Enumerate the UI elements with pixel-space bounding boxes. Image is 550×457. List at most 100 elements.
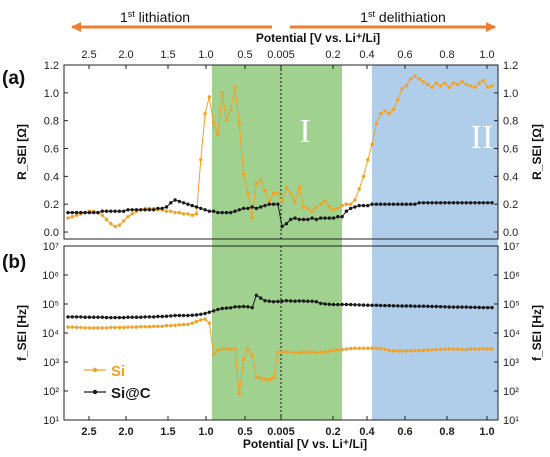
panel-b-si-point [490, 347, 494, 351]
panel-a-sic-point [280, 224, 284, 229]
panel-b-sic-point [297, 299, 301, 303]
panel-b-sic-point [199, 312, 203, 316]
panel-a-sic-line [68, 199, 492, 228]
panel-a-si-point [430, 85, 434, 90]
delithiation-label: 1st delithiation [360, 9, 446, 25]
panel-a-si-point [460, 80, 464, 84]
panel-a-sic-point [284, 222, 289, 226]
panel-b-sic-point [237, 305, 241, 309]
panel-b-sic-point [430, 304, 434, 309]
panel-a-si-point [413, 74, 417, 78]
panel-b-sic-point [340, 302, 344, 307]
panel-a-sic-point [100, 209, 105, 213]
panel-a-sic-point [173, 198, 177, 202]
panel-a-si-point [378, 112, 383, 116]
panel-a-si-point [280, 199, 284, 204]
panel-a-si-point [100, 213, 105, 217]
panel-a-sic-point [451, 201, 456, 205]
panel-b-sic-point [254, 293, 259, 297]
panel-b-sic-point [109, 315, 113, 320]
panel-b-sic-point [400, 304, 404, 308]
panel-b-si-point [486, 347, 490, 351]
a-ytick-label-right: 1.0 [503, 88, 518, 100]
panel-b-sic-point [306, 299, 310, 303]
panel-b-si-point [323, 350, 327, 354]
panel-b-si-point [438, 347, 443, 352]
bottom-tick-label: 1.5 [160, 426, 175, 438]
panel-a-sic-point [241, 206, 246, 211]
panel-a-si-point [199, 158, 203, 162]
panel-b-si-point [443, 347, 447, 351]
panel-a-sic-point [216, 210, 220, 215]
panel-a-si-point [314, 205, 319, 209]
panel-b-sic-point [267, 299, 271, 303]
panel-b-si-point [370, 346, 374, 350]
panel-a-si-point [74, 213, 79, 217]
panel-a-si-point [417, 77, 421, 81]
header: 1st lithiation 1st delithiation [71, 9, 496, 32]
panel-a-si-point [113, 224, 117, 229]
panel-b-si-point [104, 326, 109, 330]
panel-a-sic-point [229, 210, 233, 215]
panel-a-ylabel-right: R_SEI [Ω] [530, 124, 544, 180]
panel-a-sic-point [233, 209, 237, 213]
panel-b-si-point [92, 326, 96, 330]
panel-b-si-point [271, 375, 276, 380]
panel-b-sic-point [152, 315, 156, 319]
panel-b-si-point [456, 347, 460, 351]
region-i-label: I [299, 113, 310, 150]
panel-b-sic-point [216, 307, 220, 312]
panel-b-si-point [181, 322, 186, 327]
b-ytick-label-left: 10⁴ [42, 328, 59, 340]
panel-b-sic-point [66, 315, 70, 319]
panel-a-si-point [306, 206, 310, 211]
panel-b-si-point [319, 350, 323, 354]
lithiation-label: 1st lithiation [120, 9, 190, 25]
panel-b-si-point [207, 321, 211, 325]
panel-b-sic-point [413, 304, 417, 308]
panel-b-sic-point [314, 300, 319, 304]
a-ytick-label-left: 1.2 [44, 60, 59, 72]
panel-a-sic-point [207, 209, 211, 213]
panel-b-si-point [430, 348, 434, 352]
panel-b-sic-point [134, 315, 139, 319]
panel-b-sic-point [301, 299, 306, 303]
a-ytick-label-left: 0.6 [44, 144, 59, 156]
panel-a-sic-point [109, 209, 113, 213]
panel-a-sic-point [134, 208, 139, 212]
region-i [212, 65, 342, 420]
panel-b-sic-point [190, 313, 194, 317]
panel-a-sic-point [194, 205, 199, 209]
panel-a-sic-point [122, 209, 126, 213]
panel-b-si-point [314, 351, 319, 355]
panel-b-sic-point [481, 305, 486, 310]
panel-b-si-point [417, 348, 421, 353]
panel-a-si-point [194, 212, 199, 216]
panel-b-si-point [259, 376, 263, 380]
panel-a-si-point [400, 87, 404, 91]
a-ytick-label-right: 0.2 [503, 199, 518, 211]
panel-a-si-point [383, 109, 387, 113]
panel-a-si-point [186, 212, 190, 216]
panel-a-sic-point [259, 205, 263, 209]
panel-b-si-point [331, 348, 336, 353]
region-ii [372, 65, 498, 420]
a-ytick-label-right: 0.6 [503, 144, 518, 156]
panel-a-sic-point [117, 209, 122, 213]
panel-b-sic-point [408, 304, 413, 308]
panel-b-si-point [297, 351, 301, 355]
top-tick-label: 0.005 [267, 49, 295, 61]
b-ytick-label-left: 10⁵ [42, 299, 59, 311]
panel-b-si-point [327, 349, 331, 353]
panel-a-sic-point [327, 216, 331, 220]
panel-a-sic-point [70, 210, 75, 215]
panel-b-sic-point [447, 305, 451, 309]
panel-b-sic-point [387, 303, 391, 308]
panel-b-si-point [340, 347, 344, 352]
panel-a-sic-point [370, 202, 374, 206]
panel-a-sic-point [460, 201, 464, 205]
panel-b-si-point [199, 318, 203, 322]
panel-a-sic-point [331, 216, 336, 220]
panel-b-sic-point [96, 315, 100, 319]
panel-a-sic-point [413, 202, 417, 206]
